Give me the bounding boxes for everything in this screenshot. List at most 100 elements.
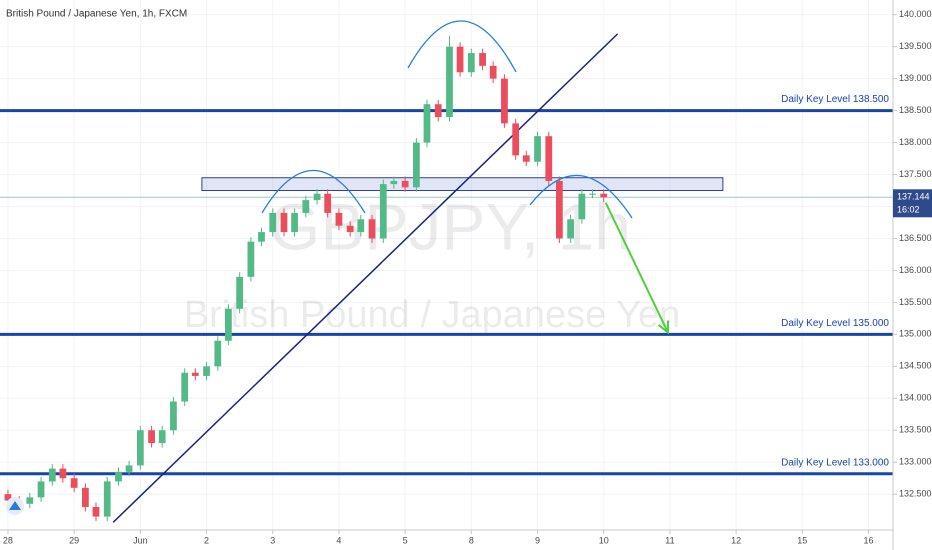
y-tick-label: 135.500	[899, 297, 932, 307]
candle-body	[203, 366, 210, 376]
key-level-label: Daily Key Level 138.500	[781, 94, 889, 105]
candle-body	[413, 142, 420, 188]
arrow-head	[657, 320, 669, 335]
candle-body	[335, 212, 343, 226]
candle-body	[578, 193, 586, 220]
candle-body	[158, 430, 166, 444]
candle-body	[357, 219, 365, 233]
candle-body	[148, 430, 155, 444]
y-tick-label: 136.000	[899, 265, 932, 275]
watermark-subtitle: British Pound / Japanese Yen	[184, 294, 681, 336]
candle-body	[82, 487, 89, 507]
candle-body	[70, 478, 78, 488]
candle-body	[600, 193, 608, 198]
candle-body	[291, 212, 298, 233]
candle-body	[512, 123, 520, 156]
candle-body	[589, 193, 596, 195]
chart-title: British Pound / Japanese Yen, 1h, FXCM	[6, 9, 187, 20]
candle-body	[103, 481, 111, 517]
candle-body	[92, 506, 100, 517]
key-level-label: Daily Key Level 135.000	[781, 318, 889, 329]
y-tick-label: 132.500	[899, 489, 932, 499]
x-tick-label: 8	[469, 535, 474, 545]
candle-body	[170, 401, 177, 431]
x-tick-label: 28	[3, 535, 13, 545]
candle-body	[115, 471, 122, 482]
right-shoulder	[529, 174, 633, 219]
candle-body	[390, 180, 398, 185]
candle-body	[280, 212, 288, 233]
candle-body	[479, 53, 486, 66]
arrow	[604, 202, 669, 333]
candle-body	[545, 136, 553, 181]
candle-body	[4, 494, 12, 501]
candle-body	[136, 430, 144, 466]
key-level-label: Daily Key Level 133.000	[781, 457, 889, 468]
last-price-box	[893, 189, 932, 218]
annotations: Daily Key Level 138.500 Daily Key Level 1…	[0, 33, 893, 523]
candle-body	[214, 340, 222, 367]
y-tick-label: 139.500	[899, 41, 932, 51]
head	[407, 20, 517, 73]
candle-body	[125, 465, 133, 472]
y-tick-label: 133.500	[899, 425, 932, 435]
candle-body	[302, 200, 310, 213]
y-tick-label: 136.500	[899, 233, 932, 243]
candle-body	[446, 46, 453, 117]
watermark: GBPJPY, 1h	[269, 189, 631, 263]
x-tick-label: 12	[731, 535, 741, 545]
y-tick-label: 138.000	[899, 137, 932, 147]
candle-body	[567, 219, 574, 239]
x-tick-label: 10	[599, 535, 609, 545]
y-tick-label: 133.000	[899, 457, 932, 467]
candle-body	[434, 104, 442, 117]
y-tick-label: 139.000	[899, 73, 932, 83]
candle-body	[191, 372, 199, 376]
x-tick-label: 5	[403, 535, 408, 545]
candle-body	[181, 372, 189, 402]
y-tick-label: 135.000	[899, 329, 932, 339]
candle-body	[501, 78, 508, 124]
last-price-label: 137.144	[897, 192, 930, 202]
y-tick-label: 134.500	[899, 361, 932, 371]
y-tick-label: 137.500	[899, 169, 932, 179]
x-tick-label: Jun	[133, 535, 148, 545]
countdown: 16:02	[897, 205, 920, 215]
y-tick-label: 138.500	[899, 105, 932, 115]
x-tick-label: 3	[270, 535, 275, 545]
left-shoulder	[261, 170, 366, 214]
axes: 132.500 133.000 133.500 134.000 134.500 135.0…	[3, 9, 932, 545]
x-tick-label: 15	[797, 535, 807, 545]
y-tick-label: 140.000	[899, 9, 932, 19]
candle-body	[313, 193, 321, 201]
x-tick-label: 9	[535, 535, 540, 545]
candle-body	[324, 193, 332, 213]
candle-body	[236, 276, 244, 309]
candle-body	[456, 46, 464, 73]
candle-body	[225, 308, 232, 341]
x-tick-label: 4	[336, 535, 341, 545]
candle-body	[346, 225, 354, 233]
candle-body	[59, 468, 67, 479]
candle-body	[258, 232, 265, 242]
candle-body	[522, 155, 530, 162]
candle-body	[401, 180, 409, 188]
candle-body	[269, 212, 277, 233]
candle-body	[379, 184, 387, 239]
candle-body	[534, 136, 541, 162]
x-tick-label: 16	[863, 535, 873, 545]
candles	[4, 35, 608, 522]
candle-body	[48, 468, 56, 482]
candle-body	[26, 497, 34, 504]
candle-body	[423, 104, 431, 143]
trendline	[112, 33, 619, 523]
candle-body	[37, 481, 45, 498]
candle-body	[247, 241, 255, 277]
candle-body	[368, 219, 376, 239]
logo-icon	[9, 501, 21, 510]
x-tick-label: 2	[204, 535, 209, 545]
candle-body	[467, 53, 475, 73]
pattern-arcs	[261, 20, 633, 219]
